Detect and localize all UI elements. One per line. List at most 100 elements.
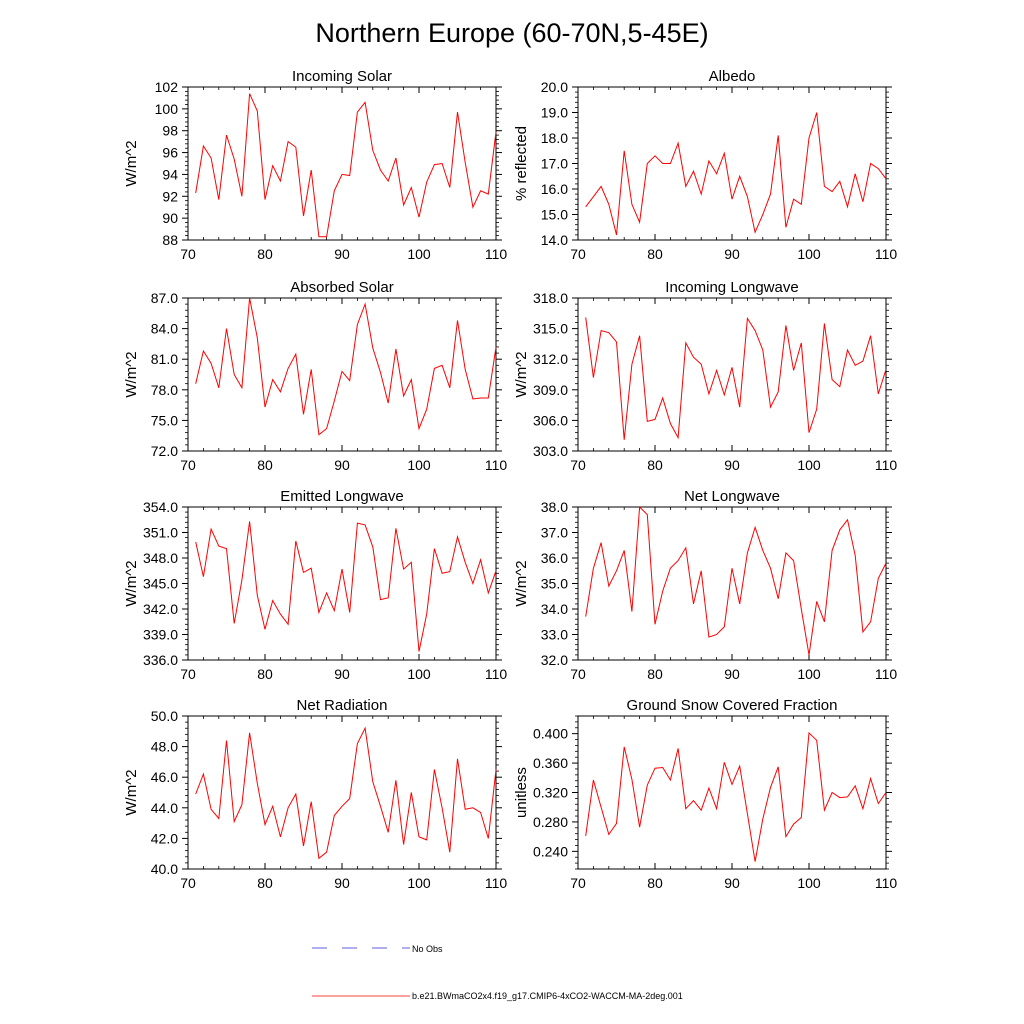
y-tick-label: 18.0 xyxy=(541,130,568,146)
x-tick-label: 80 xyxy=(257,246,273,262)
panel-incoming-longwave: Incoming Longwave W/m^2 70 80 90 100 110 303.0 3… xyxy=(513,279,897,473)
y-tick-label: 84.0 xyxy=(151,321,178,337)
x-tick-label: 80 xyxy=(647,666,663,682)
y-tick-label: 88 xyxy=(162,232,178,248)
series-line-model xyxy=(195,297,497,436)
y-tick-label: 38.0 xyxy=(541,499,568,515)
x-tick-label: 70 xyxy=(570,666,586,682)
x-tick-label: 110 xyxy=(875,246,898,262)
y-tick-label: 34.0 xyxy=(541,601,568,617)
y-tick-label: 50.0 xyxy=(151,708,178,724)
series-line-model xyxy=(585,731,887,862)
y-tick-label: 81.0 xyxy=(151,351,178,367)
series-line-model xyxy=(585,112,887,236)
legend: No Obs b.e21.BWmaCO2x4.f19_g17.CMIP6-4xC… xyxy=(312,944,683,1001)
series-line-model xyxy=(585,316,887,440)
y-tick-label: 309.0 xyxy=(533,382,568,398)
y-tick-label: 33.0 xyxy=(541,627,568,643)
panel-title: Ground Snow Covered Fraction xyxy=(627,697,838,714)
y-axis-label: unitless xyxy=(513,767,530,818)
y-tick-label: 0.320 xyxy=(533,785,568,801)
panel-title: Emitted Longwave xyxy=(280,488,403,505)
y-tick-label: 15.0 xyxy=(541,207,568,223)
series-line-model xyxy=(195,93,497,238)
y-tick-label: 0.360 xyxy=(533,755,568,771)
x-tick-label: 70 xyxy=(180,457,196,473)
y-tick-label: 40.0 xyxy=(151,861,178,877)
x-tick-label: 80 xyxy=(257,666,273,682)
legend-obs-label: No Obs xyxy=(412,944,443,954)
x-tick-label: 90 xyxy=(724,666,740,682)
y-tick-label: 306.0 xyxy=(533,412,568,428)
y-tick-label: 96 xyxy=(162,145,178,161)
y-tick-label: 303.0 xyxy=(533,443,568,459)
x-tick-label: 80 xyxy=(257,875,273,891)
series-line-model xyxy=(195,521,497,652)
x-tick-label: 100 xyxy=(407,246,431,262)
y-axis-label: W/m^2 xyxy=(123,560,140,606)
y-tick-label: 354.0 xyxy=(143,499,178,515)
x-tick-label: 70 xyxy=(180,666,196,682)
y-axis-label: W/m^2 xyxy=(123,769,140,815)
x-tick-label: 100 xyxy=(797,246,821,262)
panel-net-longwave: Net Longwave W/m^2 70 80 90 100 110 32.0 33.0 34.… xyxy=(513,488,897,682)
y-tick-label: 345.0 xyxy=(143,576,178,592)
y-tick-label: 312.0 xyxy=(533,351,568,367)
y-axis-label: W/m^2 xyxy=(123,351,140,397)
plot-frame xyxy=(187,506,497,661)
plot-frame xyxy=(187,715,497,870)
panel-albedo: Albedo % reflected 70 80 90 100 110 14.0 15.0 16.… xyxy=(513,68,897,262)
x-tick-label: 70 xyxy=(570,875,586,891)
x-tick-label: 70 xyxy=(570,246,586,262)
series-line-model xyxy=(195,726,497,860)
x-tick-label: 100 xyxy=(407,666,431,682)
panels-container: Incoming Solar W/m^2 70 80 90 100 110 88 90 92 94 9… xyxy=(123,68,897,891)
y-tick-label: 100 xyxy=(155,101,179,117)
x-tick-label: 70 xyxy=(570,457,586,473)
legend-model-label: b.e21.BWmaCO2x4.f19_g17.CMIP6-4xCO2-WACC… xyxy=(412,991,683,1001)
plot-frame xyxy=(187,86,497,241)
x-tick-label: 100 xyxy=(407,457,431,473)
x-tick-label: 100 xyxy=(797,666,821,682)
x-tick-label: 90 xyxy=(334,457,350,473)
y-axis-label: W/m^2 xyxy=(123,140,140,186)
x-tick-label: 90 xyxy=(334,875,350,891)
y-tick-label: 318.0 xyxy=(533,290,568,306)
y-tick-label: 102 xyxy=(155,79,179,95)
x-tick-label: 80 xyxy=(257,457,273,473)
x-tick-label: 110 xyxy=(875,457,898,473)
y-tick-label: 315.0 xyxy=(533,321,568,337)
x-tick-label: 110 xyxy=(485,875,508,891)
x-tick-label: 110 xyxy=(485,246,508,262)
y-tick-label: 48.0 xyxy=(151,739,178,755)
x-tick-label: 100 xyxy=(797,457,821,473)
y-tick-label: 46.0 xyxy=(151,769,178,785)
y-tick-label: 37.0 xyxy=(541,525,568,541)
y-tick-label: 339.0 xyxy=(143,627,178,643)
x-tick-label: 80 xyxy=(647,246,663,262)
panel-title: Absorbed Solar xyxy=(290,279,393,296)
y-axis-label: W/m^2 xyxy=(513,351,530,397)
panel-absorbed-solar: Absorbed Solar W/m^2 70 80 90 100 110 72.0 75.0 7… xyxy=(123,279,507,473)
y-tick-label: 90 xyxy=(162,210,178,226)
y-tick-label: 17.0 xyxy=(541,156,568,172)
x-tick-label: 110 xyxy=(875,875,898,891)
panel-title: Incoming Longwave xyxy=(665,279,798,296)
y-tick-label: 19.0 xyxy=(541,105,568,121)
plot-frame xyxy=(577,86,887,241)
x-tick-label: 70 xyxy=(180,246,196,262)
y-tick-label: 44.0 xyxy=(151,800,178,816)
y-tick-label: 75.0 xyxy=(151,412,178,428)
x-tick-label: 90 xyxy=(724,875,740,891)
y-tick-label: 78.0 xyxy=(151,382,178,398)
y-tick-label: 94 xyxy=(162,166,178,182)
y-tick-label: 35.0 xyxy=(541,576,568,592)
x-tick-label: 70 xyxy=(180,875,196,891)
y-tick-label: 342.0 xyxy=(143,601,178,617)
y-tick-label: 92 xyxy=(162,188,178,204)
x-tick-label: 100 xyxy=(797,875,821,891)
x-tick-label: 100 xyxy=(407,875,431,891)
x-tick-label: 90 xyxy=(724,246,740,262)
y-axis-label: W/m^2 xyxy=(513,560,530,606)
